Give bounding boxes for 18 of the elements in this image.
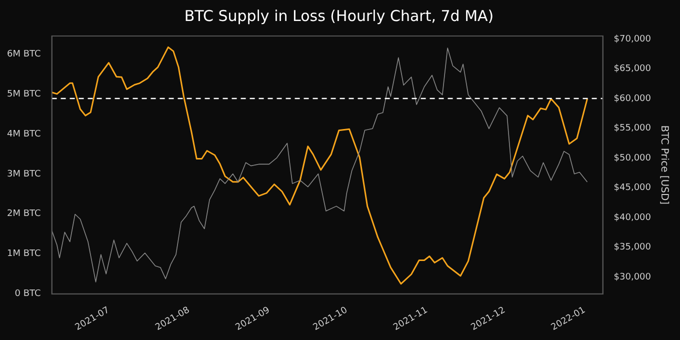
y-tick-label: 0 BTC xyxy=(14,289,41,300)
y-tick-label: 4M BTC xyxy=(7,129,41,140)
chart-title: BTC Supply in Loss (Hourly Chart, 7d MA) xyxy=(184,6,494,25)
y2-tick-label: $50,000 xyxy=(614,153,652,164)
y2-tick-label: $35,000 xyxy=(614,242,652,253)
y2-tick-label: $55,000 xyxy=(614,124,652,134)
y2-axis-title: BTC Price [USD] xyxy=(658,125,670,205)
y2-tick-label: $70,000 xyxy=(614,34,652,44)
y2-tick-label: $30,000 xyxy=(614,272,652,283)
y2-tick-label: $65,000 xyxy=(614,64,652,74)
y2-tick-label: $45,000 xyxy=(614,183,652,194)
y2-tick-label: $40,000 xyxy=(614,212,652,223)
y-tick-label: 6M BTC xyxy=(7,49,41,60)
y2-tick-label: $60,000 xyxy=(614,94,652,104)
y-tick-label: 5M BTC xyxy=(7,89,41,100)
y-tick-label: 3M BTC xyxy=(7,169,41,180)
y-tick-label: 2M BTC xyxy=(7,209,41,220)
y-tick-label: 1M BTC xyxy=(7,249,41,260)
